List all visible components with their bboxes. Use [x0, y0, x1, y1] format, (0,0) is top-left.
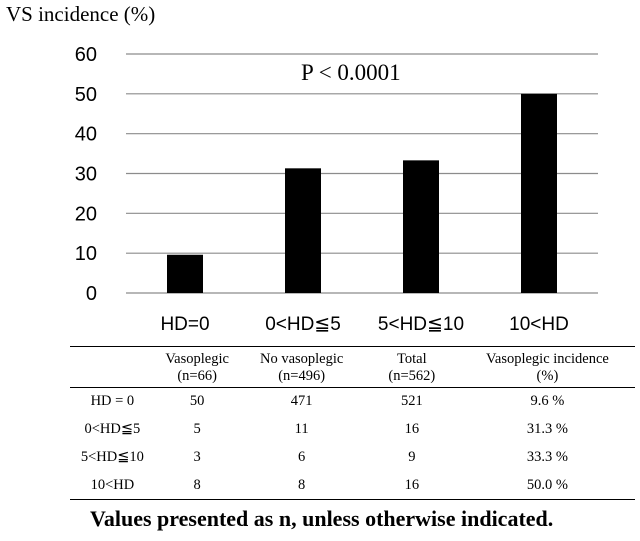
header-line2: (n=562) — [388, 368, 436, 384]
header-line1: Total — [397, 351, 427, 367]
x-tick-label: HD=0 — [160, 314, 209, 335]
table-cell: 9 — [408, 449, 416, 465]
table-cell: 9.6 % — [530, 393, 565, 410]
header-line1: No vasoplegic — [259, 351, 344, 367]
table-cell: 6 — [298, 449, 306, 465]
y-tick-label: 50 — [75, 84, 97, 106]
bar — [285, 168, 321, 293]
table-cell: 8 — [298, 476, 306, 493]
table-cell: 0<HD≦5 — [84, 421, 141, 437]
table-cell: 8 — [193, 476, 201, 493]
footnote: Values presented as n, unless otherwise … — [90, 506, 554, 531]
table-cell: 10<HD — [90, 476, 135, 493]
y-tick-label: 10 — [75, 243, 97, 265]
table-cell: 16 — [404, 476, 420, 493]
bar — [403, 160, 439, 293]
table-cell: 5<HD≦10 — [80, 449, 144, 465]
p-value-annotation: P < 0.0001 — [301, 60, 401, 85]
table-row: HD = 0 50 471 521 9.6 % — [70, 388, 635, 416]
table-cell: 50 — [189, 393, 205, 410]
bar-chart: 0 10 20 30 40 50 60 HD=0 0<HD≦5 5<HD≦10 10<HD — [75, 44, 598, 335]
table-cell: 471 — [290, 393, 313, 410]
table-header-row: Vasoplegic (n=66) No vasoplegic (n=496) Tota… — [70, 346, 635, 388]
table-cell: 11 — [294, 421, 309, 437]
table-row: 0<HD≦5 5 11 16 31.3 % — [70, 416, 635, 444]
y-tick-label: 30 — [75, 164, 97, 186]
x-tick-label: 5<HD≦10 — [378, 314, 464, 335]
table-header-cell: Total (n=562) — [364, 347, 460, 388]
table-cell: HD = 0 — [90, 393, 135, 410]
header-line2: (n=66) — [177, 368, 217, 384]
table-row: 10<HD 8 8 16 50.0 % — [70, 472, 635, 500]
y-axis-title: VS incidence (%) — [6, 2, 156, 26]
table-header-cell: No vasoplegic (n=496) — [240, 347, 364, 388]
header-line1: Vasoplegic — [165, 351, 229, 367]
table-header-cell: Vasoplegic (n=66) — [155, 347, 240, 388]
table-row: 5<HD≦10 3 6 9 33.3 % — [70, 444, 635, 472]
y-tick-label: 40 — [75, 124, 97, 146]
table-header-cell: Vasoplegic incidence (%) — [460, 347, 635, 388]
table-cell: 50.0 % — [526, 476, 568, 493]
bar — [167, 254, 203, 293]
table-cell: 3 — [193, 449, 201, 465]
bar — [521, 93, 557, 293]
table-cell: 16 — [404, 421, 420, 437]
data-table: Vasoplegic (n=66) No vasoplegic (n=496) Tota… — [70, 346, 635, 500]
header-line1: Vasoplegic incidence — [486, 351, 609, 367]
table-cell: 521 — [400, 393, 423, 410]
x-tick-label: 0<HD≦5 — [265, 314, 341, 335]
y-tick-label: 0 — [86, 283, 97, 305]
table-cell: 31.3 % — [526, 421, 568, 437]
y-tick-label: 20 — [75, 203, 97, 225]
x-tick-label: 10<HD — [509, 314, 569, 335]
y-tick-label: 60 — [75, 44, 97, 66]
table-body: HD = 0 50 471 521 9.6 % 0<HD≦5 5 11 16 31.3 % 5<HD… — [70, 388, 635, 500]
table-header-cell — [70, 347, 155, 388]
table-cell: 5 — [193, 421, 201, 437]
table-cell: 33.3 % — [526, 449, 568, 465]
header-line2: (n=496) — [278, 368, 326, 384]
header-line2: (%) — [536, 368, 559, 384]
